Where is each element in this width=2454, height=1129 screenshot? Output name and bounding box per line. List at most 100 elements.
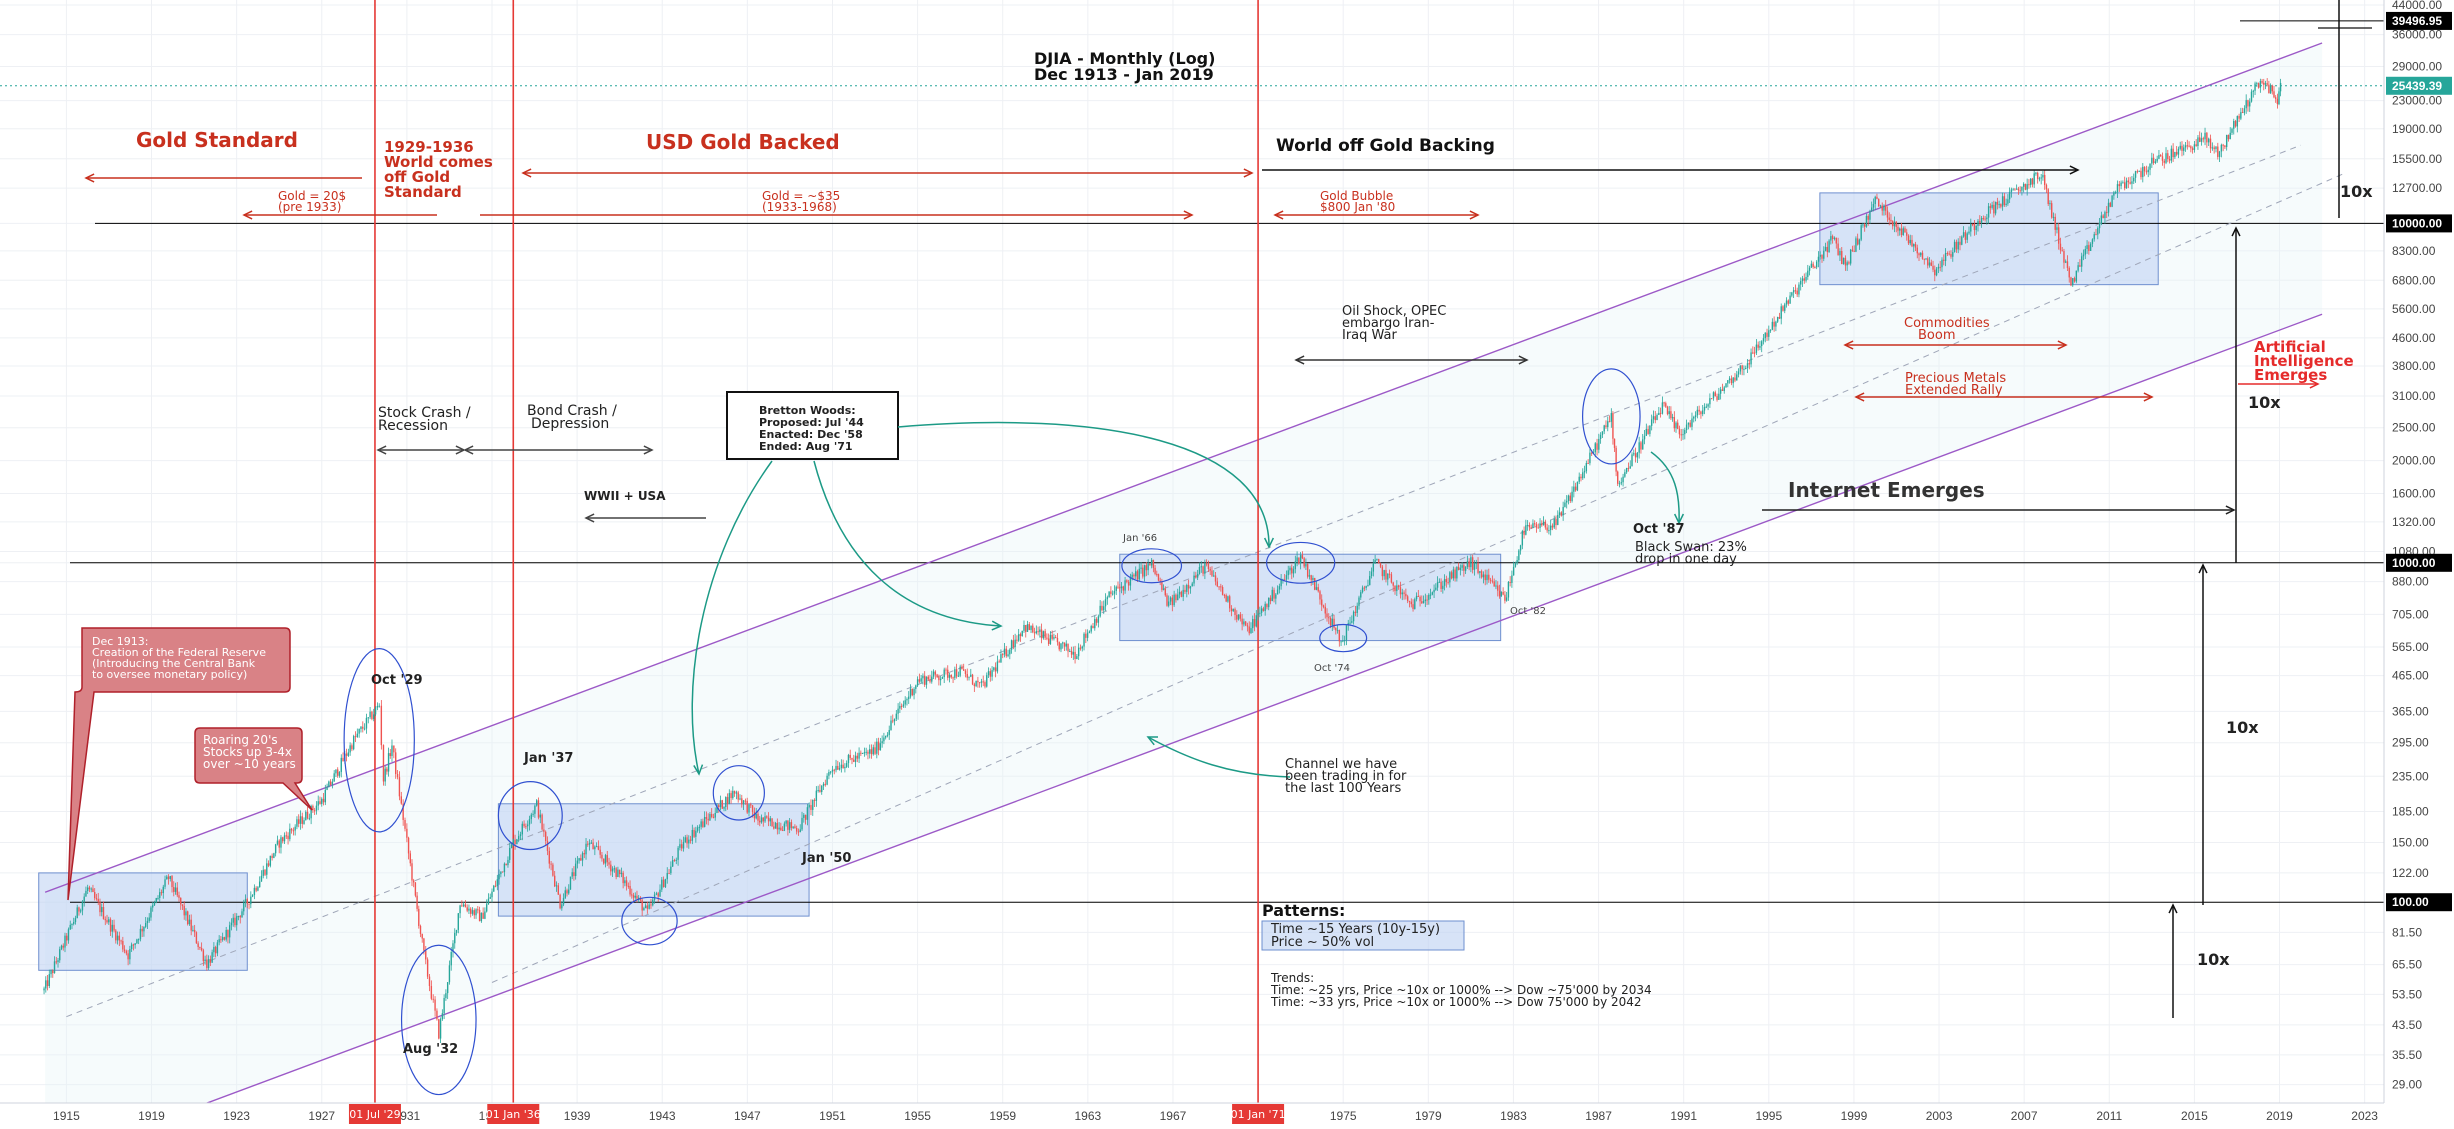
candle-body xyxy=(562,897,565,905)
fed-callout-text: to oversee monetary policy) xyxy=(92,668,247,681)
candle-body xyxy=(1372,563,1375,572)
candle-body xyxy=(1718,393,1720,400)
candle-body xyxy=(1659,412,1662,414)
candle-body xyxy=(1890,219,1892,222)
candle-body xyxy=(414,882,417,896)
candle-body xyxy=(1051,634,1053,639)
candle-body xyxy=(1378,559,1380,564)
candle-body xyxy=(759,820,761,823)
candle-body xyxy=(1046,637,1048,639)
candle-body xyxy=(1381,566,1384,577)
candle-body xyxy=(1930,262,1932,266)
candle-body xyxy=(771,818,773,827)
candle-body xyxy=(1314,577,1316,590)
candle-body xyxy=(329,781,332,785)
candle-body xyxy=(354,736,357,738)
candle-body xyxy=(1824,246,1827,251)
candle-body xyxy=(790,822,793,828)
x-tick-label: 1987 xyxy=(1585,1109,1612,1123)
candle-body xyxy=(1542,521,1545,526)
candle-body xyxy=(599,849,601,855)
candle-body xyxy=(1516,560,1518,564)
candle-body xyxy=(250,896,252,905)
candle-body xyxy=(893,718,896,722)
candle-body xyxy=(2070,277,2072,286)
candle-body xyxy=(1079,647,1082,649)
candle-body xyxy=(1216,581,1218,587)
candle-body xyxy=(1159,580,1161,582)
price-label-badge xyxy=(2386,76,2452,95)
candle-body xyxy=(1482,574,1485,578)
candle-body xyxy=(1636,452,1639,458)
candle-body xyxy=(1401,592,1403,595)
candle-body xyxy=(592,842,594,850)
candle-body xyxy=(1147,563,1149,571)
candle-body xyxy=(398,777,401,797)
candle-body xyxy=(207,959,210,969)
candle-body xyxy=(677,847,679,860)
candle-body xyxy=(1007,654,1009,657)
candle-body xyxy=(1753,352,1756,354)
candle-body xyxy=(2241,112,2244,114)
candle-body xyxy=(1248,626,1250,634)
patterns-text: Time ~15 Years (10y-15y) xyxy=(1270,922,1440,937)
candle-body xyxy=(1016,639,1018,641)
candle-body xyxy=(255,887,257,891)
candle-body xyxy=(1977,220,1979,226)
candle-body xyxy=(1888,217,1890,220)
candle-body xyxy=(278,840,280,848)
candle-body xyxy=(1707,404,1709,407)
candle-body xyxy=(1968,231,1970,234)
candle-body xyxy=(2113,192,2115,196)
candle-body xyxy=(2149,163,2151,170)
candle-body xyxy=(838,768,841,770)
candle-body xyxy=(2120,182,2122,187)
candle-body xyxy=(877,741,880,751)
candle-body xyxy=(1523,530,1525,535)
candle-body xyxy=(2014,189,2016,191)
candle-body xyxy=(860,752,862,754)
candle-body xyxy=(703,816,706,827)
candle-body xyxy=(2227,134,2230,140)
candle-body xyxy=(1530,527,1532,529)
candle-body xyxy=(1823,250,1825,259)
candle-body xyxy=(1030,625,1032,630)
candle-body xyxy=(1689,422,1691,427)
candle-body xyxy=(1385,570,1387,580)
candle-body xyxy=(391,745,393,756)
candle-body xyxy=(915,685,917,689)
candle-body xyxy=(241,911,243,918)
candle-body xyxy=(620,872,623,875)
candle-body xyxy=(1776,317,1779,322)
candle-body xyxy=(512,839,514,845)
candle-body xyxy=(434,999,436,1011)
candle-body xyxy=(1928,262,1931,266)
candle-body xyxy=(795,828,798,832)
candle-body xyxy=(2218,151,2221,157)
candle-body xyxy=(1092,626,1094,629)
candle-body xyxy=(1883,205,1885,211)
candle-body xyxy=(1094,619,1096,629)
candle-body xyxy=(1246,625,1249,627)
candle-body xyxy=(1710,398,1713,400)
y-tick-label: 3100.00 xyxy=(2392,389,2436,403)
candle-body xyxy=(755,813,757,819)
wwii-label: WWII + USA xyxy=(584,489,666,503)
candle-body xyxy=(1397,585,1400,588)
candle-body xyxy=(1257,613,1259,616)
candle-body xyxy=(204,959,206,962)
candle-body xyxy=(2012,189,2014,191)
candle-body xyxy=(1567,495,1570,501)
candle-body xyxy=(1698,409,1700,412)
candle-body xyxy=(1906,232,1908,236)
candle-body xyxy=(817,790,819,792)
candle-body xyxy=(769,818,772,822)
candle-body xyxy=(561,904,563,909)
price-label-badge xyxy=(2386,11,2452,30)
candle-body xyxy=(195,932,198,944)
candle-body xyxy=(266,863,268,875)
candle-body xyxy=(2056,227,2058,230)
candle-body xyxy=(1631,454,1633,467)
candle-body xyxy=(821,785,823,792)
